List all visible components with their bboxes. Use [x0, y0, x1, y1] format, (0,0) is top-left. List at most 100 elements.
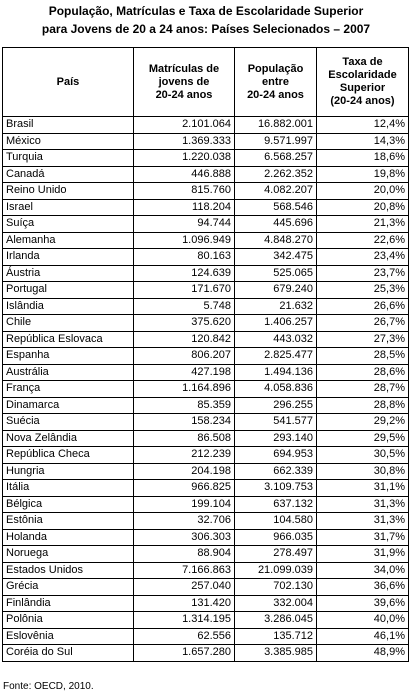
country-cell: Finlândia [2, 594, 134, 612]
country-cell: Áustria [2, 264, 134, 282]
country-cell: Coréia do Sul [2, 644, 134, 662]
value-cell: 6.568.257 [234, 149, 317, 167]
value-cell: 3.385.985 [234, 644, 317, 662]
value-cell: 118.204 [133, 198, 235, 216]
value-cell: 16.882.001 [234, 116, 317, 134]
country-cell: Austrália [2, 363, 134, 381]
table-row: Nova Zelândia 86.508 293.140 29,5% [2, 429, 409, 447]
value-cell: 171.670 [133, 281, 235, 299]
country-cell: México [2, 132, 134, 150]
table-row: Suécia 158.234 541.577 29,2% [2, 413, 409, 431]
value-cell: 1.494.136 [234, 363, 317, 381]
value-cell: 4.848.270 [234, 231, 317, 249]
value-cell: 20,8% [316, 198, 409, 216]
value-cell: 31,3% [316, 512, 409, 530]
country-cell: Polônia [2, 611, 134, 629]
table-row: Hungria 204.198 662.339 30,8% [2, 462, 409, 480]
value-cell: 427.198 [133, 363, 235, 381]
table-row: Bélgica 199.104 637.132 31,3% [2, 495, 409, 513]
country-cell: Canadá [2, 165, 134, 183]
value-cell: 40,0% [316, 611, 409, 629]
value-cell: 1.369.333 [133, 132, 235, 150]
table-row: Suíça 94.744 445.696 21,3% [2, 215, 409, 233]
country-cell: Turquia [2, 149, 134, 167]
value-cell: 296.255 [234, 396, 317, 414]
value-cell: 28,5% [316, 347, 409, 365]
country-cell: Nova Zelândia [2, 429, 134, 447]
value-cell: 39,6% [316, 594, 409, 612]
table-row: Estados Unidos 7.166.863 21.099.039 34,0% [2, 561, 409, 579]
country-cell: Holanda [2, 528, 134, 546]
country-cell: Reino Unido [2, 182, 134, 200]
value-cell: 27,3% [316, 330, 409, 348]
header-line: 20-24 anos [155, 88, 213, 101]
value-cell: 1.220.038 [133, 149, 235, 167]
country-cell: França [2, 380, 134, 398]
source-note: Fonte: OECD, 2010. [3, 681, 94, 692]
value-cell: 18,6% [316, 149, 409, 167]
value-cell: 204.198 [133, 462, 235, 480]
header-line: Matrículas de [148, 62, 220, 75]
country-cell: República Eslovaca [2, 330, 134, 348]
value-cell: 158.234 [133, 413, 235, 431]
value-cell: 29,5% [316, 429, 409, 447]
value-cell: 32.706 [133, 512, 235, 530]
value-cell: 568.546 [234, 198, 317, 216]
value-cell: 2.825.477 [234, 347, 317, 365]
country-cell: Noruega [2, 545, 134, 563]
header-line: Superior [339, 82, 386, 94]
country-cell: Suécia [2, 413, 134, 431]
country-cell: Israel [2, 198, 134, 216]
value-cell: 34,0% [316, 561, 409, 579]
column-header: População entre 20-24 anos [234, 47, 317, 117]
value-cell: 306.303 [133, 528, 235, 546]
table-row: Dinamarca 85.359 296.255 28,8% [2, 396, 409, 414]
table-row: Holanda 306.303 966.035 31,7% [2, 528, 409, 546]
value-cell: 4.082.207 [234, 182, 317, 200]
value-cell: 5.748 [133, 297, 235, 315]
value-cell: 1.314.195 [133, 611, 235, 629]
value-cell: 23,7% [316, 264, 409, 282]
title-line: para Jovens de 20 a 24 anos: Países Sele… [41, 22, 371, 36]
value-cell: 637.132 [234, 495, 317, 513]
country-cell: Islândia [2, 297, 134, 315]
table-row: Itália 966.825 3.109.753 31,1% [2, 479, 409, 497]
country-cell: Hungria [2, 462, 134, 480]
value-cell: 36,6% [316, 578, 409, 596]
value-cell: 342.475 [234, 248, 317, 266]
column-header: Matrículas de jovens de 20-24 anos [133, 47, 235, 117]
value-cell: 2.262.352 [234, 165, 317, 183]
value-cell: 1.164.896 [133, 380, 235, 398]
column-header: Taxa de Escolaridade Superior (20-24 anos) [316, 47, 409, 117]
value-cell: 31,9% [316, 545, 409, 563]
header-line: entre [262, 75, 289, 88]
table-row: Alemanha 1.096.949 4.848.270 22,6% [2, 231, 409, 249]
header-line: População [247, 62, 304, 75]
value-cell: 88.904 [133, 545, 235, 563]
table-row: Brasil 2.101.064 16.882.001 12,4% [2, 116, 409, 134]
value-cell: 80.163 [133, 248, 235, 266]
table-row: Eslovênia 62.556 135.712 46,1% [2, 627, 409, 645]
country-cell: Estônia [2, 512, 134, 530]
table-row: Polônia 1.314.195 3.286.045 40,0% [2, 611, 409, 629]
country-cell: Eslovênia [2, 627, 134, 645]
country-cell: Suíça [2, 215, 134, 233]
value-cell: 293.140 [234, 429, 317, 447]
value-cell: 815.760 [133, 182, 235, 200]
table-row: México 1.369.333 9.571.997 14,3% [2, 132, 409, 150]
header-line: País [56, 75, 80, 88]
table-row: Finlândia 131.420 332.004 39,6% [2, 594, 409, 612]
country-cell: Brasil [2, 116, 134, 134]
header-line: (20-24 anos) [330, 95, 395, 107]
table-row: Austrália 427.198 1.494.136 28,6% [2, 363, 409, 381]
value-cell: 1.406.257 [234, 314, 317, 332]
table-row: Chile 375.620 1.406.257 26,7% [2, 314, 409, 332]
title: População, Matrículas e Taxa de Escolari… [0, 2, 412, 38]
table-row: Reino Unido 815.760 4.082.207 20,0% [2, 182, 409, 200]
value-cell: 2.101.064 [133, 116, 235, 134]
value-cell: 29,2% [316, 413, 409, 431]
table-row: Áustria 124.639 525.065 23,7% [2, 264, 409, 282]
value-cell: 124.639 [133, 264, 235, 282]
value-cell: 62.556 [133, 627, 235, 645]
value-cell: 48,9% [316, 644, 409, 662]
